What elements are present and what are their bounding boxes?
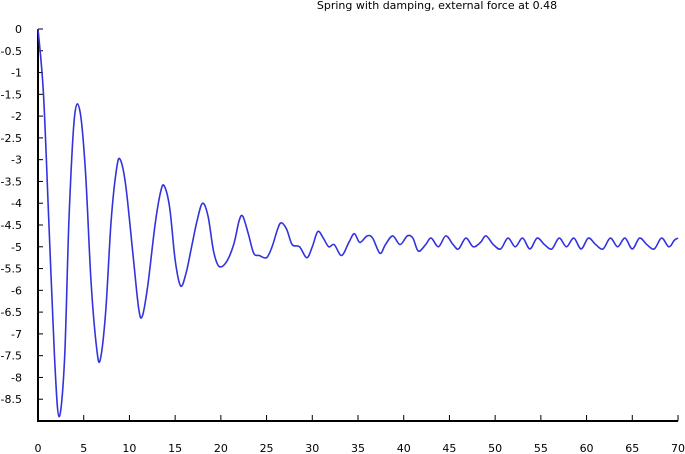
- x-tick-label: 50: [488, 442, 502, 454]
- y-tick-label: -7: [11, 328, 22, 341]
- x-tick-label: 15: [168, 442, 182, 454]
- y-tick-label: -4.5: [1, 219, 22, 232]
- x-tick-label: 65: [625, 442, 639, 454]
- series-group: [37, 28, 679, 418]
- x-tick-label: 40: [397, 442, 411, 454]
- x-axis-ticks: 0 5 10 15 20 25 30 35 40 45 50 55 60 65 70: [35, 415, 685, 454]
- y-tick-label: -6: [11, 284, 22, 297]
- y-tick-label: -3: [11, 154, 22, 167]
- y-tick-label: -8.5: [1, 393, 22, 406]
- x-tick-label: 70: [671, 442, 685, 454]
- y-tick-label: -5: [11, 241, 22, 254]
- y-tick-label: -6.5: [1, 306, 22, 319]
- y-tick-label: -0.5: [1, 45, 22, 58]
- y-tick-label: -5.5: [1, 263, 22, 276]
- y-tick-label: -4: [11, 197, 22, 210]
- x-tick-label: 30: [305, 442, 319, 454]
- x-tick-label: 5: [80, 442, 87, 454]
- y-tick-label: -1.5: [1, 88, 22, 101]
- x-tick-label: 10: [122, 442, 136, 454]
- chart-title: Spring with damping, external force at 0…: [317, 0, 557, 12]
- x-tick-label: 45: [442, 442, 456, 454]
- x-tick-label: 25: [260, 442, 274, 454]
- x-tick-label: 35: [351, 442, 365, 454]
- y-tick-label: 0: [15, 23, 22, 36]
- y-tick-label: -8: [11, 371, 22, 384]
- y-tick-label: -7.5: [1, 350, 22, 363]
- y-axis-ticks: 0 -0.5 -1 -1.5 -2 -2.5 -3 -3.5 -4 -4.5 -5 -5.5 -6 -6.…: [1, 23, 43, 406]
- y-tick-label: -2.5: [1, 132, 22, 145]
- y-tick-label: -3.5: [1, 175, 22, 188]
- x-tick-label: 0: [35, 442, 42, 454]
- x-tick-label: 20: [214, 442, 228, 454]
- y-tick-label: -2: [11, 110, 22, 123]
- x-tick-label: 55: [534, 442, 548, 454]
- series-line: [37, 28, 679, 418]
- x-tick-label: 60: [580, 442, 594, 454]
- y-tick-label: -1: [11, 67, 22, 80]
